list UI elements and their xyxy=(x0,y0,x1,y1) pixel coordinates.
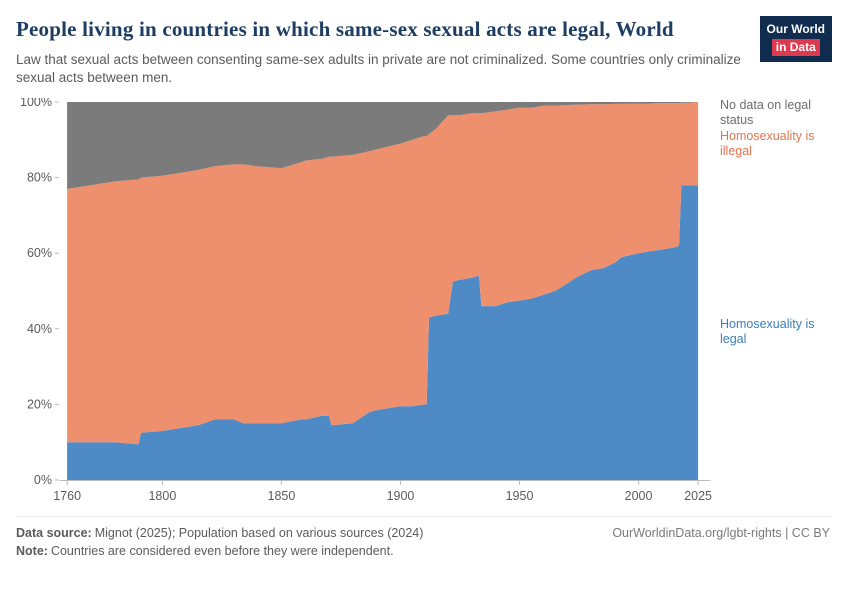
x-axis-label: 1760 xyxy=(53,489,81,503)
chart-area: 0% 20% 40% 60% 80% 100% 1760 1800 1850 1900 1950 20… xyxy=(16,98,832,508)
data-source-line: Data source: Mignot (2025); Population ba… xyxy=(16,526,423,540)
chart-header: People living in countries in which same… xyxy=(16,16,832,88)
annotation-no-data-label: No data on legal status xyxy=(720,97,812,127)
x-axis-label: 1850 xyxy=(268,489,296,503)
x-axis-label: 1900 xyxy=(387,489,415,503)
page-title: People living in countries in which same… xyxy=(16,17,674,41)
logo-text-top: Our World xyxy=(766,22,825,36)
owid-logo[interactable]: Our World in Data xyxy=(759,16,832,62)
area-illegal[interactable] xyxy=(67,101,699,444)
header-text: People living in countries in which same… xyxy=(16,16,760,88)
data-source-label: Data source: xyxy=(16,525,92,540)
note-line: Note: Countries are considered even befor… xyxy=(16,544,830,558)
y-axis-label: 100% xyxy=(20,98,52,109)
y-axis-label: 60% xyxy=(27,246,52,260)
x-axis-label: 1950 xyxy=(506,489,534,503)
data-source-text: Mignot (2025); Population based on vario… xyxy=(94,525,424,540)
chart-footer: Data source: Mignot (2025); Population ba… xyxy=(16,515,832,558)
note-text: Countries are considered even before the… xyxy=(50,543,394,558)
logo-text-bottom: in Data xyxy=(771,39,820,56)
stacked-area-chart: 0% 20% 40% 60% 80% 100% 1760 1800 1850 1900 1950 20… xyxy=(20,98,712,503)
x-axis-label: 1800 xyxy=(148,489,176,503)
note-label: Note: xyxy=(16,543,48,558)
annotation-illegal-label: Homosexuality is illegal xyxy=(720,128,815,158)
annotation-legal-label: Homosexuality is legal xyxy=(720,316,815,346)
y-axis-label: 20% xyxy=(27,397,52,411)
credit-link[interactable]: OurWorldinData.org/lgbt-rights | CC BY xyxy=(612,525,830,540)
y-axis-label: 0% xyxy=(34,473,52,487)
area-legal[interactable] xyxy=(67,184,699,480)
footer-row: Data source: Mignot (2025); Population ba… xyxy=(16,526,830,540)
page-subtitle: Law that sexual acts between consenting … xyxy=(16,52,741,86)
area-nodata[interactable] xyxy=(67,101,699,189)
y-axis-label: 80% xyxy=(27,170,52,184)
y-axis-label: 40% xyxy=(27,321,52,335)
x-axis-label: 2000 xyxy=(625,489,653,503)
x-axis-label: 2025 xyxy=(684,489,712,503)
